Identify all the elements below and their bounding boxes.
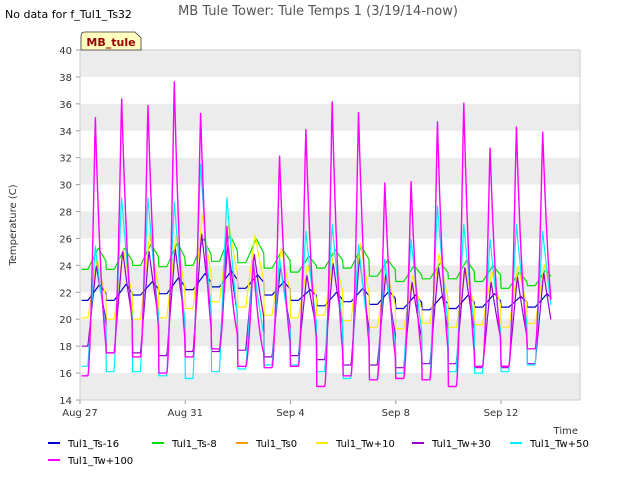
series-line-tul1-tw-100 xyxy=(81,81,552,388)
legend-label: Tul1_Tw+50 xyxy=(529,439,589,450)
y-tick-label: 22 xyxy=(59,288,72,299)
legend-item: Tul1_Tw+10 xyxy=(316,439,395,450)
x-axis-label: Time xyxy=(553,426,578,437)
y-tick-label: 16 xyxy=(59,369,72,380)
y-tick-label: 36 xyxy=(59,100,72,111)
y-tick-label: 38 xyxy=(59,73,72,84)
y-tick-label: 34 xyxy=(59,127,72,138)
legend-item: Tul1_Tw+50 xyxy=(510,439,589,450)
site-label: MB_tule xyxy=(86,36,135,49)
chart-title: MB Tule Tower: Tule Temps 1 (3/19/14-now… xyxy=(178,4,458,19)
grid-band xyxy=(80,319,580,347)
y-tick-label: 24 xyxy=(59,261,72,272)
y-tick-label: 30 xyxy=(59,181,72,192)
legend-item: Tul1_Tw+100 xyxy=(48,456,133,467)
legend-item: Tul1_Ts0 xyxy=(236,439,297,450)
legend-label: Tul1_Tw+30 xyxy=(431,439,491,450)
grid-band xyxy=(80,103,580,131)
y-tick-label: 20 xyxy=(59,315,72,326)
legend-item: Tul1_Ts-8 xyxy=(152,439,217,450)
y-axis-label: Temperature (C) xyxy=(8,184,19,266)
legend-label: Tul1_Tw+10 xyxy=(335,439,395,450)
y-tick-label: 40 xyxy=(59,46,72,57)
legend-label: Tul1_Ts0 xyxy=(255,439,297,450)
x-tick-label: Sep 8 xyxy=(382,408,410,419)
x-tick-label: Aug 27 xyxy=(62,408,97,419)
legend-label: Tul1_Ts-8 xyxy=(171,439,217,450)
y-tick-label: 28 xyxy=(59,208,72,219)
grid-band xyxy=(80,373,580,400)
series-line-tul1-tw-50 xyxy=(81,163,552,381)
site-label-badge: MB_tule xyxy=(80,31,142,51)
x-tick-label: Sep 12 xyxy=(484,408,519,419)
series-group xyxy=(81,81,552,388)
legend: Tul1_Ts-16 Tul1_Ts-8 Tul1_Ts0 Tul1_Tw+10 Tul… xyxy=(48,439,589,467)
y-tick-label: 32 xyxy=(59,154,72,165)
y-tick-label: 18 xyxy=(59,342,72,353)
x-tick-label: Aug 31 xyxy=(168,408,203,419)
legend-item: Tul1_Tw+30 xyxy=(412,439,491,450)
no-data-note: No data for f_Tul1_Ts32 xyxy=(5,8,132,21)
legend-item: Tul1_Ts-16 xyxy=(48,439,119,450)
y-tick-label: 14 xyxy=(59,396,72,407)
series-line-tul1-tw-10 xyxy=(81,214,552,330)
x-tick-label: Sep 4 xyxy=(276,408,304,419)
legend-label: Tul1_Tw+100 xyxy=(67,456,133,467)
y-tick-label: 26 xyxy=(59,234,72,245)
grid-band xyxy=(80,50,580,77)
series-line-tul1-ts-8 xyxy=(81,234,552,289)
plot-area: 14 16 18 20 22 24 26 28 30 32 34 36 38 40 Aug 27 Aug 31… xyxy=(59,46,581,419)
plot-frame xyxy=(79,49,581,401)
legend-label: Tul1_Ts-16 xyxy=(67,439,119,450)
